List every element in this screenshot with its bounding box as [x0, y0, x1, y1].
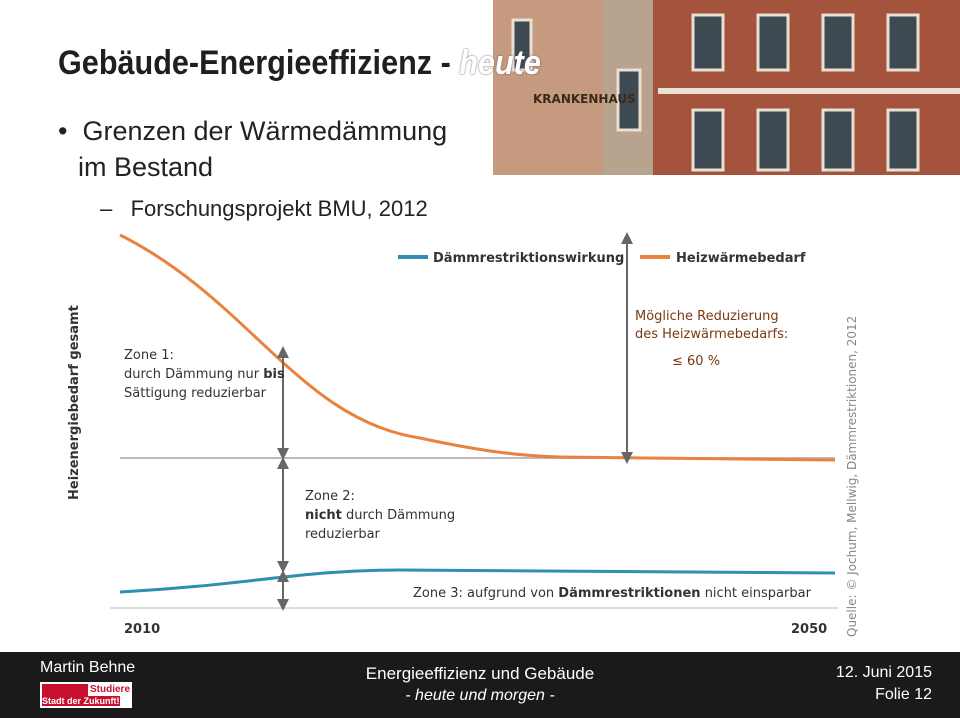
zone-text-bold: bis [263, 367, 285, 382]
zone-text-part: Zone 3: aufgrund von [413, 586, 558, 601]
figure: Dämmrestriktionswirkung Heizwärmebedarf … [67, 232, 859, 637]
zone-title: Zone 1: [124, 348, 174, 363]
date: 12. Juni 2015 [835, 664, 932, 681]
zone-text: durch Dämmung nur bis [124, 367, 285, 382]
zone-text: nicht durch Dämmung [305, 508, 455, 523]
heat-curve [119, 233, 836, 462]
building-photo: KRANKENHAUS [493, 0, 960, 175]
logo: Studiere Stadt der Zukunft! [40, 682, 132, 708]
zone3: Zone 3: aufgrund von Dämmrestriktionen n… [413, 586, 812, 601]
author: Martin Behne [40, 659, 136, 676]
zone-text-part: durch Dämmung [342, 508, 455, 523]
sub-bullet-text: Forschungsprojekt BMU, 2012 [130, 196, 428, 221]
zone-title: Zone 2: [305, 489, 355, 504]
legend-label: Heizwärmebedarf [676, 251, 806, 266]
title-emphasis: heute [459, 44, 541, 82]
title-text: Gebäude-Energieeffizienz - [58, 44, 460, 82]
bullet: • Grenzen der Wärmedämmung im Bestand [58, 116, 448, 182]
zone2: Zone 2: nicht durch Dämmung reduzierbar [305, 489, 455, 542]
x-end: 2050 [791, 622, 827, 637]
title: Gebäude-Energieeffizienz - heute [58, 44, 541, 83]
zone1: Zone 1: durch Dämmung nur bis Sättigung … [124, 348, 285, 401]
zone-text-bold: Dämmrestriktionen [558, 586, 700, 601]
sign: KRANKENHAUS [533, 92, 636, 106]
zone-text-part: durch Dämmung nur [124, 367, 263, 382]
zone-text-bold: nicht [305, 508, 342, 523]
logo-text: Studiere [90, 684, 131, 695]
bullet-text: im Bestand [78, 152, 214, 182]
reduction-text: des Heizwärmebedarfs: [635, 327, 788, 342]
footer: Martin Behne Studiere Stadt der Zukunft!… [0, 652, 960, 718]
x-start: 2010 [124, 622, 160, 637]
zone-text-part: nicht einsparbar [701, 586, 812, 601]
bullet-text: Grenzen der Wärmedämmung [82, 116, 448, 146]
sub-bullet: – Forschungsprojekt BMU, 2012 [100, 196, 428, 221]
zone-text: Sättigung reduzierbar [124, 386, 267, 401]
source: Quelle: © Jochum, Mellwig, Dämmrestrikti… [845, 316, 859, 637]
reduction-text: Mögliche Reduzierung [635, 309, 779, 324]
footer-title: Energieeffizienz und Gebäude [365, 664, 595, 683]
footer-subtitle: - heute und morgen - [405, 687, 555, 704]
reduction-percent: ≤ 60 % [672, 354, 720, 369]
logo-text: Stadt der Zukunft! [42, 696, 120, 706]
zone-text: reduzierbar [305, 527, 381, 542]
legend-label: Dämmrestriktionswirkung [433, 251, 624, 266]
slide-number: Folie 12 [875, 686, 932, 703]
y-label: Heizenergiebedarf gesamt [67, 305, 82, 500]
